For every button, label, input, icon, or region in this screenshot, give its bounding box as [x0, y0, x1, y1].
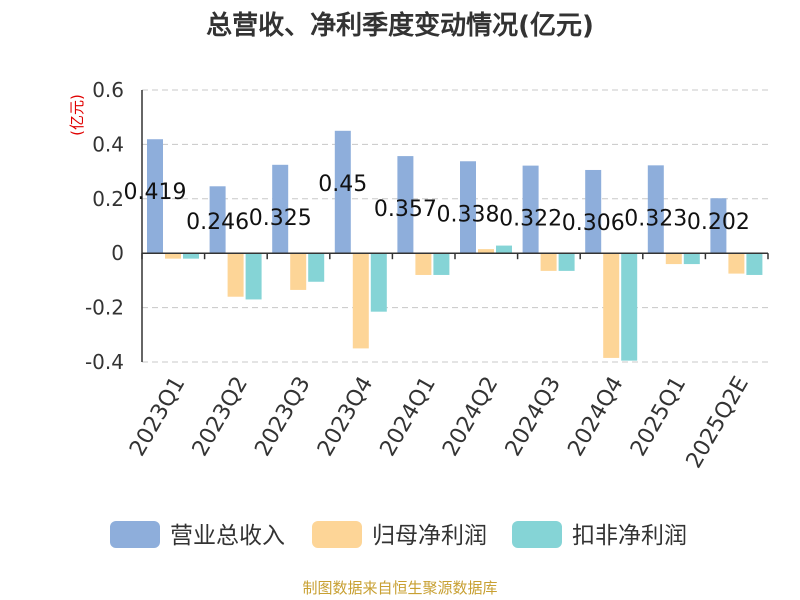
bar-2025Q1-s0	[647, 165, 664, 254]
y-tick-label: 0.6	[92, 78, 124, 102]
unit-label: (亿元)	[68, 94, 86, 136]
y-tick-label: -0.4	[85, 350, 124, 374]
x-tick-label: 2023Q4	[313, 373, 378, 461]
source-note: 制图数据来自恒生聚源数据库	[302, 579, 497, 597]
y-tick-label: 0	[111, 241, 124, 265]
bar-2023Q2-s0	[209, 186, 226, 254]
bar-2023Q4-s1	[352, 253, 369, 349]
data-label: 0.338	[437, 202, 500, 227]
x-axis: 2023Q12023Q22023Q32023Q42024Q12024Q22024…	[125, 252, 769, 473]
bar-2024Q4-s1	[603, 253, 620, 358]
grid-lines	[142, 89, 768, 363]
bar-2025Q1-s1	[665, 253, 682, 265]
data-label: 0.246	[186, 210, 249, 235]
bar-2024Q4-s2	[621, 253, 638, 361]
bar-2024Q2-s1	[478, 249, 494, 254]
bar-2025Q2E-s0	[710, 198, 727, 254]
legend-swatch	[312, 521, 362, 548]
bar-2025Q1-s2	[683, 253, 700, 265]
bar-2024Q2-s2	[496, 245, 512, 254]
y-axis: 0.6 0.4 0.2 0 -0.2 -0.4	[85, 78, 143, 374]
bar-2024Q3-s1	[540, 253, 557, 271]
x-tick-label: 2024Q2	[438, 373, 503, 461]
bars	[147, 130, 763, 361]
bar-2023Q1-s1	[165, 253, 181, 259]
bar-2023Q2-s2	[245, 253, 262, 300]
x-tick-label: 2023Q2	[188, 373, 253, 461]
data-label: 0.45	[318, 172, 367, 197]
bar-2024Q3-s0	[522, 165, 539, 254]
bar-2023Q1-s2	[183, 253, 199, 259]
bar-2024Q2-s0	[460, 161, 476, 254]
bar-2023Q1-s0	[147, 139, 163, 254]
bar-2023Q4-s0	[334, 130, 351, 254]
x-tick-label: 2023Q1	[125, 373, 190, 461]
bar-2024Q3-s2	[558, 253, 575, 271]
data-label: 0.202	[687, 210, 750, 235]
legend: 营业总收入 归母净利润 扣非净利润	[110, 521, 687, 549]
chart-title: 总营收、净利季度变动情况(亿元)	[206, 10, 594, 41]
data-label: 0.322	[499, 207, 562, 232]
data-label: 0.323	[624, 206, 687, 231]
legend-label: 归母净利润	[372, 523, 487, 549]
x-tick-label: 2023Q3	[250, 373, 315, 461]
bar-2023Q4-s2	[370, 253, 387, 312]
x-tick-label: 2024Q1	[376, 373, 441, 461]
legend-swatch	[110, 521, 160, 548]
bar-2024Q4-s0	[585, 169, 602, 254]
bar-2023Q2-s1	[227, 253, 244, 297]
bar-2025Q2E-s1	[728, 253, 745, 274]
x-tick-label: 2025Q2E	[682, 373, 754, 473]
bar-2023Q3-s1	[290, 253, 307, 290]
bar-2025Q2E-s2	[746, 253, 763, 275]
x-tick-label: 2025Q1	[626, 373, 691, 461]
bar-2023Q3-s0	[272, 164, 289, 254]
legend-swatch	[512, 521, 562, 548]
data-label: 0.357	[374, 197, 437, 222]
x-tick-label: 2024Q3	[501, 373, 566, 461]
data-label: 0.306	[562, 211, 625, 236]
legend-label: 扣非净利润	[572, 523, 687, 549]
y-tick-label: -0.2	[85, 296, 124, 320]
bar-2024Q1-s1	[415, 253, 432, 275]
legend-label: 营业总收入	[170, 523, 285, 549]
y-tick-label: 0.4	[92, 132, 124, 156]
x-tick-label: 2024Q4	[563, 373, 628, 461]
data-label: 0.325	[249, 206, 312, 231]
bar-2024Q1-s2	[433, 253, 450, 275]
data-label: 0.419	[124, 180, 187, 205]
bar-2024Q1-s0	[397, 156, 414, 254]
bar-2023Q3-s2	[308, 253, 325, 282]
y-tick-label: 0.2	[92, 187, 124, 211]
